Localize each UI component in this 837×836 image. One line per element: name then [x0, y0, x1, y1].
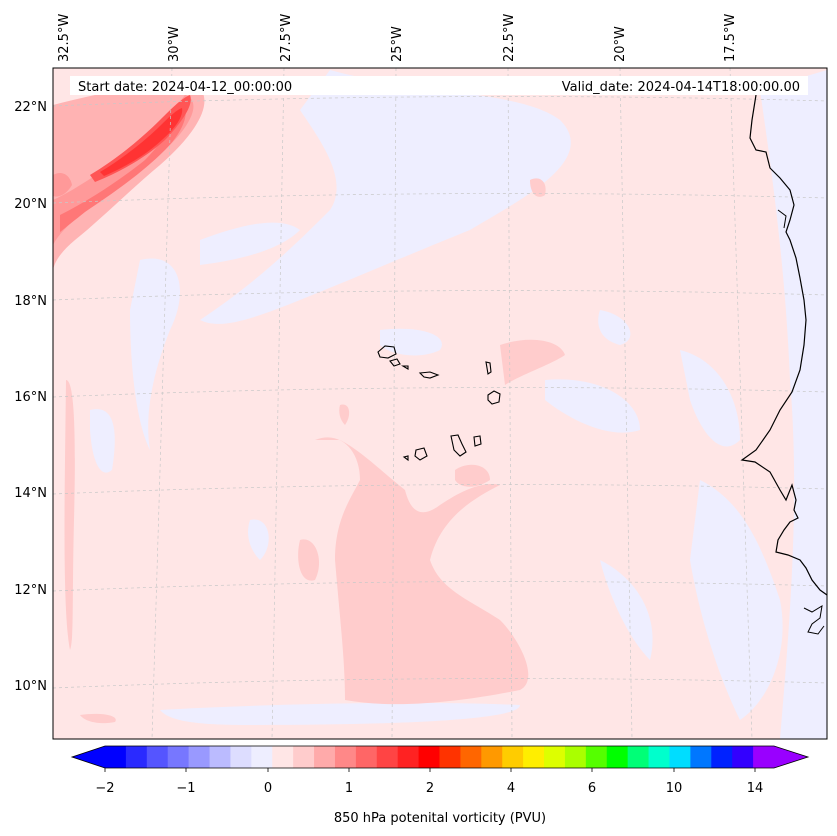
colorbar-cell	[314, 746, 336, 768]
colorbar-tick-label: 6	[588, 781, 596, 796]
colorbar-cell	[627, 746, 650, 768]
lon-label: 20°W	[613, 26, 628, 62]
island-fogo	[414, 447, 428, 461]
lon-label: 32.5°W	[57, 14, 72, 62]
colorbar-cell	[711, 746, 733, 768]
island-sao-vicente	[389, 358, 401, 367]
lat-label: 14°N	[14, 486, 47, 501]
lat-label: 18°N	[14, 294, 47, 309]
colorbar-cell	[230, 746, 252, 768]
colorbar-cell	[753, 746, 775, 768]
colorbar-tick-label: 4	[507, 781, 515, 796]
colorbar-cell	[481, 746, 503, 768]
island-boa-vista	[487, 390, 501, 405]
valid-date-label: Valid_date: 2024-04-14T18:00:00.00	[562, 80, 800, 95]
island-brava	[402, 455, 409, 462]
colorbar-cell	[293, 746, 315, 768]
colorbar-cell	[669, 746, 691, 768]
lat-label: 22°N	[14, 100, 47, 115]
island-sao-nicolau	[418, 371, 440, 379]
coast-inlet	[777, 209, 787, 229]
colorbar-cell	[732, 746, 754, 768]
island-maio	[473, 435, 482, 447]
colorbar-cell	[251, 746, 273, 768]
colorbar-cell	[188, 746, 211, 768]
colorbar-cell	[502, 746, 524, 768]
colorbar: −2 −1 0 1 2 4 6 10 14 850 hPa potenital …	[70, 745, 810, 826]
colorbar-cells	[105, 746, 775, 768]
lat-label: 20°N	[14, 197, 47, 212]
cape-verde-islands	[377, 345, 501, 462]
colorbar-tick-labels: −2 −1 0 1 2 4 6 10 14	[95, 781, 763, 796]
colorbar-tick-label: 2	[426, 781, 434, 796]
map-frame	[52, 67, 828, 740]
island-santiago	[450, 434, 467, 457]
colorbar-right-extend	[774, 746, 808, 768]
island-santo-antao	[377, 345, 397, 359]
lon-label: 25°W	[390, 26, 405, 62]
colorbar-tick-label: 10	[666, 781, 683, 796]
colorbar-cell	[334, 746, 357, 768]
colorbar-cell	[648, 746, 671, 768]
colorbar-cell	[167, 746, 190, 768]
colorbar-cell	[690, 746, 712, 768]
lon-label: 17.5°W	[723, 14, 738, 62]
lon-label: 30°W	[167, 26, 182, 62]
colorbar-label: 850 hPa potenital vorticity (PVU)	[334, 811, 546, 826]
island-santa-luzia	[401, 365, 409, 370]
colorbar-cell	[523, 746, 545, 768]
lat-label: 10°N	[14, 679, 47, 694]
colorbar-cell	[105, 746, 127, 768]
colorbar-cell	[585, 746, 608, 768]
colorbar-cell	[564, 746, 587, 768]
colorbar-cell	[272, 746, 294, 768]
colorbar-ticks	[104, 768, 756, 772]
longitude-labels: 32.5°W 30°W 27.5°W 25°W 22.5°W 20°W 17.5…	[57, 14, 738, 62]
pv-positive-areas	[64, 178, 565, 724]
coast-inlet	[803, 605, 825, 635]
colorbar-tick-label: 14	[747, 781, 764, 796]
lat-label: 12°N	[14, 583, 47, 598]
colorbar-cell	[544, 746, 566, 768]
latitude-labels: 22°N 20°N 18°N 16°N 14°N 12°N 10°N	[14, 100, 47, 694]
island-sal	[485, 361, 492, 375]
date-header-band	[70, 76, 808, 95]
start-date-label: Start date: 2024-04-12_00:00:00	[78, 80, 292, 95]
colorbar-tick-label: 1	[345, 781, 353, 796]
map-panel: Start date: 2024-04-12_00:00:00 Valid_da…	[53, 68, 827, 739]
pv-negative-areas	[90, 70, 827, 739]
colorbar-tick-label: 0	[264, 781, 272, 796]
colorbar-cell	[439, 746, 462, 768]
pv-high-streak	[53, 80, 205, 270]
colorbar-cell	[355, 746, 378, 768]
africa-coastline	[740, 94, 827, 596]
lat-label: 16°N	[14, 390, 47, 405]
colorbar-cell	[397, 746, 420, 768]
colorbar-cell	[376, 746, 399, 768]
lon-label: 22.5°W	[502, 14, 517, 62]
lon-label: 27.5°W	[279, 14, 294, 62]
colorbar-cell	[209, 746, 232, 768]
colorbar-tick-label: −2	[95, 781, 114, 796]
colorbar-left-extend	[72, 746, 105, 768]
colorbar-cell	[460, 746, 482, 768]
colorbar-cell	[125, 746, 148, 768]
colorbar-tick-label: −1	[176, 781, 195, 796]
colorbar-cell	[146, 746, 169, 768]
colorbar-cell	[606, 746, 629, 768]
colorbar-cell	[418, 746, 441, 768]
gridlines	[53, 68, 827, 739]
